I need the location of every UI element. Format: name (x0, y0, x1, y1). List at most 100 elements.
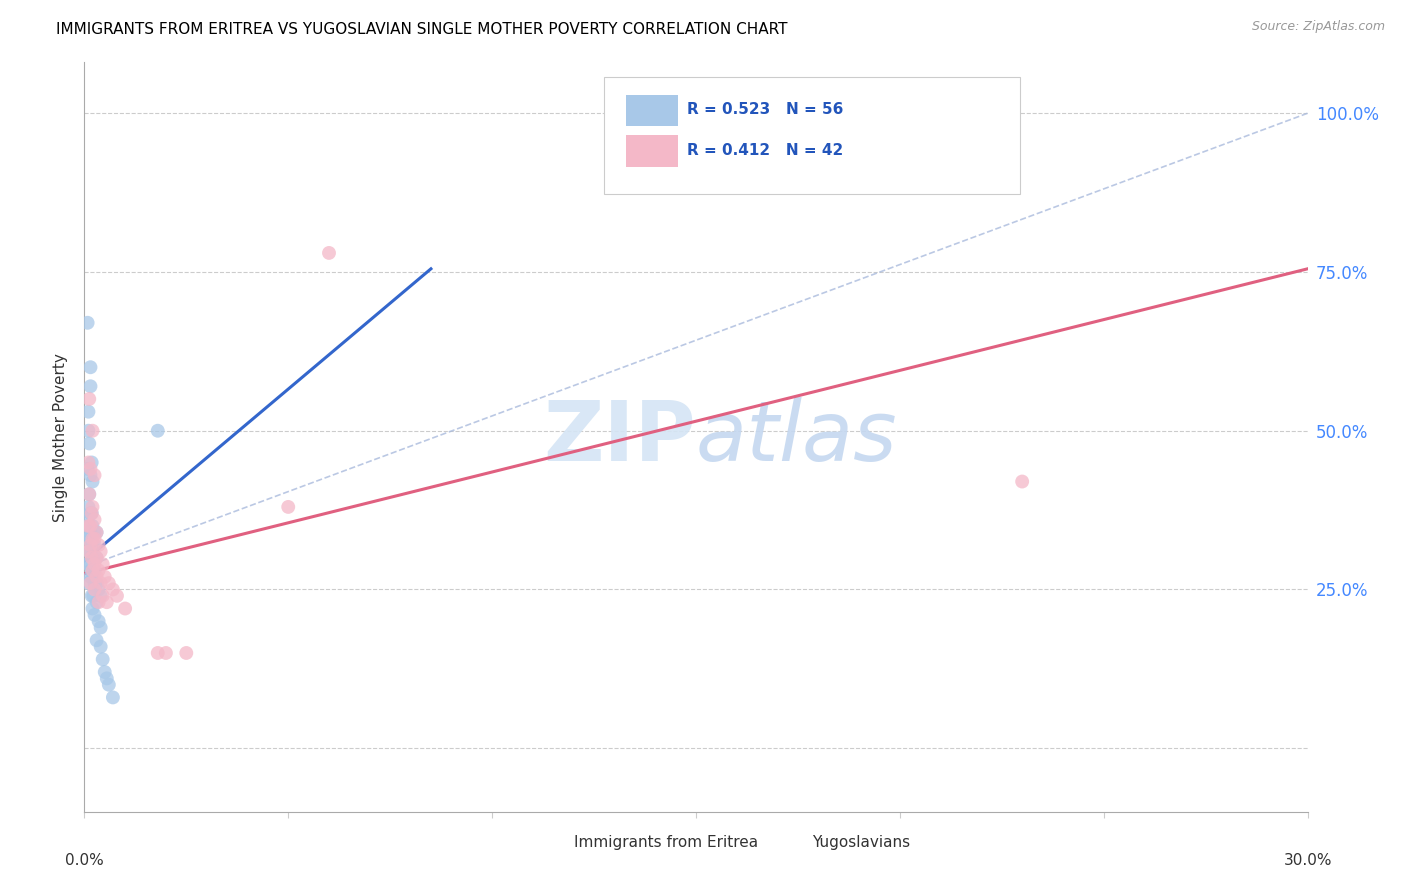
Point (90, 640, 112, 654)
Point (96, 672, 118, 686)
Point (1011, 475, 1033, 489)
FancyBboxPatch shape (626, 135, 678, 167)
Text: atlas: atlas (696, 397, 897, 477)
Point (146, 424, 169, 438)
Text: R = 0.412   N = 42: R = 0.412 N = 42 (688, 143, 844, 158)
Point (97, 678, 120, 692)
Point (80, 506, 103, 520)
Point (80, 506, 103, 520)
Point (90, 589, 112, 603)
Point (174, 646, 197, 660)
Point (77, 455, 100, 469)
Point (77, 487, 100, 501)
Point (86, 525, 108, 540)
Point (86, 633, 108, 648)
Point (82, 519, 104, 533)
Point (77, 519, 100, 533)
Text: Immigrants from Eritrea: Immigrants from Eritrea (574, 835, 758, 850)
Point (77, 392, 100, 406)
Text: 30.0%: 30.0% (1284, 853, 1331, 868)
Point (79, 544, 101, 558)
Point (86, 550, 108, 565)
Point (87, 595, 110, 609)
Point (105, 589, 128, 603)
Point (77, 500, 100, 514)
Point (79, 525, 101, 540)
Point (80, 550, 103, 565)
Point (87, 614, 110, 628)
Point (97, 576, 120, 591)
Text: IMMIGRANTS FROM ERITREA VS YUGOSLAVIAN SINGLE MOTHER POVERTY CORRELATION CHART: IMMIGRANTS FROM ERITREA VS YUGOSLAVIAN S… (56, 22, 787, 37)
Point (86, 595, 108, 609)
Text: ZIP: ZIP (544, 397, 696, 477)
Point (101, 690, 124, 705)
Point (79, 519, 101, 533)
Text: R = 0.523   N = 56: R = 0.523 N = 56 (688, 103, 844, 117)
Point (101, 582, 124, 597)
Point (82, 550, 104, 565)
Point (86, 576, 108, 591)
Point (82, 424, 104, 438)
Y-axis label: Single Mother Poverty: Single Mother Poverty (53, 352, 69, 522)
Point (76, 532, 98, 546)
Point (79, 360, 101, 375)
Point (82, 500, 104, 514)
Point (77, 576, 100, 591)
Point (79, 379, 101, 393)
Point (80, 455, 103, 469)
Point (83, 513, 105, 527)
Point (82, 589, 104, 603)
Text: 0.0%: 0.0% (65, 853, 104, 868)
Point (79, 506, 101, 520)
Point (83, 468, 105, 483)
Point (79, 468, 101, 483)
Point (96, 595, 118, 609)
Point (83, 538, 105, 552)
Point (82, 601, 104, 615)
Point (87, 538, 110, 552)
Point (91, 652, 114, 666)
Point (93, 570, 115, 584)
Point (87, 563, 110, 577)
Point (93, 665, 115, 679)
Point (82, 475, 104, 489)
Point (90, 544, 112, 558)
Point (83, 582, 105, 597)
Point (80, 538, 103, 552)
Point (90, 621, 112, 635)
Point (76, 513, 98, 527)
Point (79, 570, 101, 584)
Point (83, 557, 105, 571)
Point (82, 538, 104, 552)
Point (86, 570, 108, 584)
Point (79, 538, 101, 552)
Point (155, 646, 177, 660)
Point (77, 544, 100, 558)
Point (86, 550, 108, 565)
Point (76, 557, 98, 571)
Point (83, 607, 105, 622)
FancyBboxPatch shape (605, 78, 1021, 194)
FancyBboxPatch shape (626, 95, 678, 126)
Point (83, 532, 105, 546)
Point (318, 246, 340, 260)
Point (90, 576, 112, 591)
Point (77, 424, 100, 438)
Text: Source: ZipAtlas.com: Source: ZipAtlas.com (1251, 20, 1385, 33)
Point (83, 576, 105, 591)
Point (79, 576, 101, 591)
Point (82, 532, 104, 546)
Point (77, 487, 100, 501)
Point (91, 557, 114, 571)
Point (146, 646, 169, 660)
Point (277, 500, 299, 514)
Point (77, 532, 100, 546)
Point (114, 601, 136, 615)
Point (77, 405, 100, 419)
Point (77, 519, 100, 533)
Point (86, 525, 108, 540)
Point (76, 316, 98, 330)
FancyBboxPatch shape (529, 830, 568, 855)
Point (77, 557, 100, 571)
Point (79, 462, 101, 476)
